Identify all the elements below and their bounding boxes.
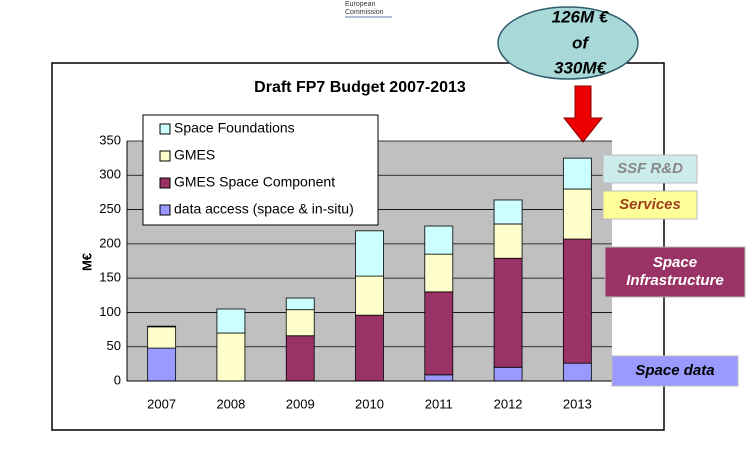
bar-segment bbox=[562, 188, 592, 240]
y-tick-label: 100 bbox=[99, 304, 121, 319]
y-tick-label: 0 bbox=[114, 372, 121, 387]
x-tick-label: 2012 bbox=[494, 396, 523, 411]
bar-segment bbox=[493, 199, 523, 225]
callout-bubble bbox=[497, 6, 639, 80]
bar-segment bbox=[147, 347, 177, 382]
bar-segment bbox=[285, 309, 315, 337]
callout-text: 126M € bbox=[552, 7, 610, 26]
side-label-box bbox=[602, 154, 698, 184]
bar-segment bbox=[147, 326, 177, 349]
x-tick-label: 2007 bbox=[147, 396, 176, 411]
bar-segment bbox=[355, 275, 384, 316]
legend-label: Space Foundations bbox=[174, 120, 295, 136]
bar-segment bbox=[424, 225, 454, 255]
legend-swatch bbox=[159, 123, 171, 135]
y-tick-label: 300 bbox=[99, 167, 121, 182]
bar-segment bbox=[424, 291, 454, 376]
bar-segment bbox=[562, 362, 592, 382]
bar-segment bbox=[424, 374, 454, 382]
bar-segment bbox=[493, 366, 523, 382]
legend-swatch bbox=[159, 177, 171, 189]
side-label: Space data bbox=[635, 362, 714, 379]
legend-label: GMES Space Component bbox=[174, 174, 335, 190]
callout-text: of bbox=[572, 33, 590, 52]
bar-segment bbox=[493, 257, 523, 368]
y-tick-label: 150 bbox=[99, 270, 121, 285]
bar-segment bbox=[355, 230, 384, 277]
side-label: SSF R&D bbox=[617, 160, 683, 177]
y-tick-label: 250 bbox=[99, 201, 121, 216]
legend-swatch bbox=[159, 150, 171, 162]
logo-line: European bbox=[345, 1, 375, 8]
legend-label: GMES bbox=[174, 147, 215, 163]
bar-segment bbox=[216, 308, 246, 334]
x-tick-label: 2013 bbox=[563, 396, 592, 411]
arrow bbox=[562, 85, 604, 143]
side-label-line: Infrastructure bbox=[626, 272, 724, 289]
legend-label: data access (space & in-situ) bbox=[174, 201, 354, 217]
bar-segment bbox=[285, 297, 315, 311]
x-tick-label: 2008 bbox=[216, 396, 245, 411]
bar-segment bbox=[355, 314, 384, 382]
bar-segment bbox=[424, 253, 454, 293]
callout-text: 330M€ bbox=[554, 58, 608, 77]
legend bbox=[142, 114, 379, 226]
y-axis-label: M€ bbox=[79, 253, 94, 271]
bar-segment bbox=[147, 325, 177, 328]
bar-segment bbox=[216, 332, 246, 382]
side-label-box bbox=[611, 355, 739, 387]
x-tick-label: 2011 bbox=[425, 396, 453, 411]
x-tick-label: 2009 bbox=[286, 396, 315, 411]
side-label-box bbox=[604, 246, 746, 298]
y-tick-label: 200 bbox=[99, 235, 121, 250]
x-tick-label: 2010 bbox=[355, 396, 384, 411]
side-label: Space Infrastructure bbox=[626, 254, 724, 289]
side-label: Services bbox=[619, 196, 681, 213]
legend-swatch bbox=[159, 204, 171, 216]
y-tick-label: 50 bbox=[107, 338, 121, 353]
bar-segment bbox=[562, 238, 592, 364]
bar-segment bbox=[493, 223, 523, 259]
chart-title: Draft FP7 Budget 2007-2013 bbox=[254, 79, 466, 96]
y-tick-label: 350 bbox=[99, 132, 121, 147]
side-label-box bbox=[602, 190, 698, 220]
bar-segment bbox=[562, 157, 592, 190]
bar-segment bbox=[285, 335, 315, 382]
logo-line: Commission bbox=[345, 9, 384, 16]
side-label-line: Space bbox=[653, 254, 697, 271]
